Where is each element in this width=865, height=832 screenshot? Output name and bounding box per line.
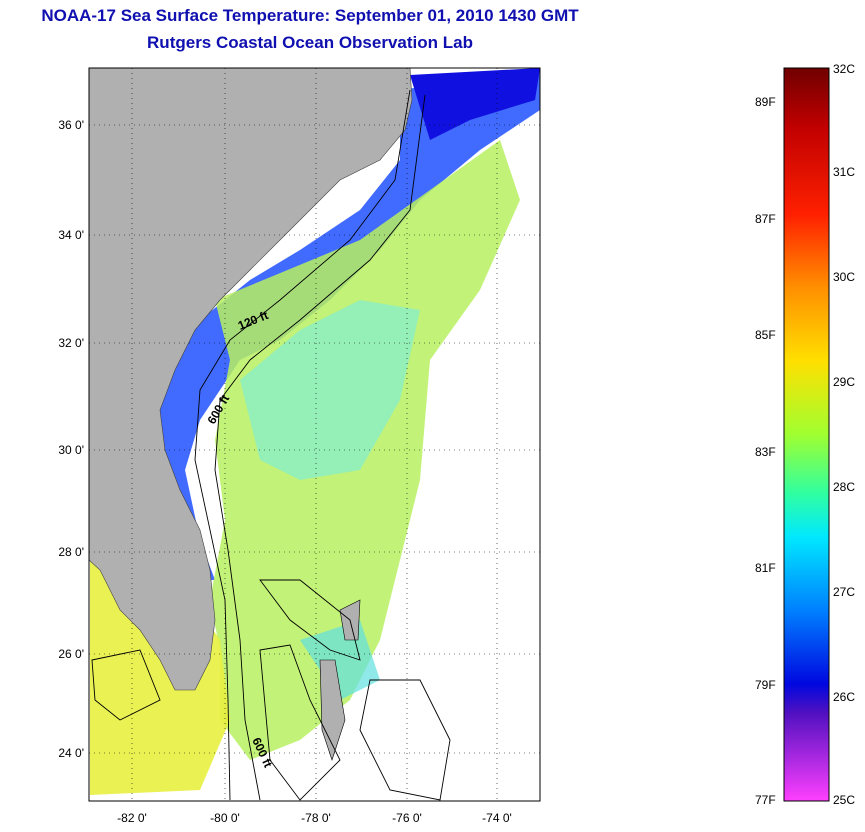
colorbar-fahrenheit-label: 89F (755, 95, 776, 109)
colorbar (783, 67, 830, 802)
depth-contours (91, 89, 451, 801)
colorbar-fahrenheit-label: 85F (755, 328, 776, 342)
colorbar-fahrenheit-label: 79F (755, 678, 776, 692)
lat-label: 36 0' (58, 118, 84, 132)
map-title: NOAA-17 Sea Surface Temperature: Septemb… (41, 6, 579, 25)
lat-label: 32 0' (58, 336, 84, 350)
colorbar-fahrenheit-label: 87F (755, 212, 776, 226)
lon-label: -78 0' (301, 811, 331, 825)
lon-label: -74 0' (482, 811, 512, 825)
colorbar-celsius-label: 27C (833, 585, 856, 599)
colorbar-celsius-label: 31C (833, 165, 856, 179)
islands (319, 599, 361, 761)
colorbar-celsius-label: 25C (833, 793, 856, 807)
colorbar-celsius-label: 26C (833, 690, 856, 704)
lon-label: -82 0' (117, 811, 147, 825)
map-frame (88, 67, 541, 802)
colorbar-fahrenheit-label: 81F (755, 561, 776, 575)
lat-label: 28 0' (58, 545, 84, 559)
map-subtitle: Rutgers Coastal Ocean Observation Lab (147, 33, 473, 52)
lon-label: -80 0' (210, 811, 240, 825)
colorbar-fahrenheit-label: 83F (755, 445, 776, 459)
lat-label: 30 0' (58, 443, 84, 457)
colorbar-fahrenheit-label: 77F (755, 793, 776, 807)
lon-label: -76 0' (392, 811, 422, 825)
lat-label: 24 0' (58, 746, 84, 760)
colorbar-celsius-label: 29C (833, 375, 856, 389)
colorbar-celsius-label: 28C (833, 480, 856, 494)
colorbar-celsius-label: 32C (833, 62, 856, 76)
lat-label: 34 0' (58, 228, 84, 242)
lat-label: 26 0' (58, 647, 84, 661)
colorbar-celsius-label: 30C (833, 270, 856, 284)
graticule (89, 68, 540, 801)
